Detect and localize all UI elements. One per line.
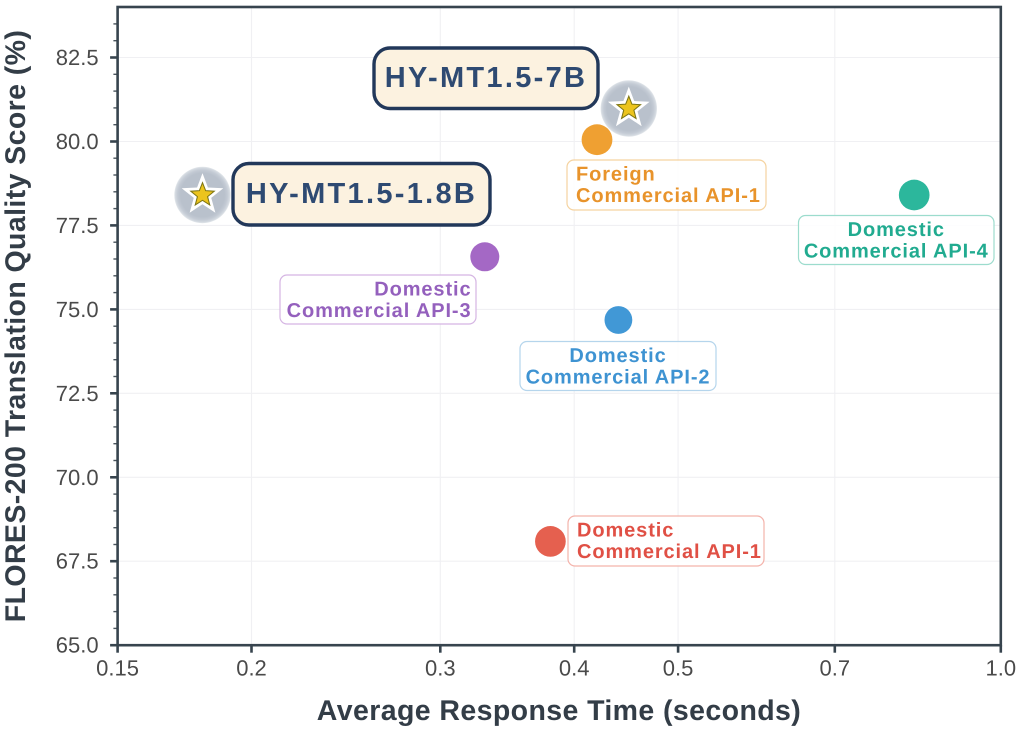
svg-text:HY-MT1.5-1.8B: HY-MT1.5-1.8B [246, 178, 477, 210]
svg-text:0.15: 0.15 [96, 656, 139, 681]
svg-text:Domestic: Domestic [577, 520, 674, 542]
svg-text:67.5: 67.5 [56, 549, 99, 574]
svg-text:0.4: 0.4 [559, 656, 590, 681]
svg-text:FLORES-200 Translation Quality: FLORES-200 Translation Quality Score (%) [0, 30, 32, 622]
svg-text:82.5: 82.5 [56, 45, 99, 70]
svg-text:80.0: 80.0 [56, 129, 99, 154]
svg-text:0.3: 0.3 [425, 656, 456, 681]
svg-text:0.7: 0.7 [820, 656, 851, 681]
svg-text:72.5: 72.5 [56, 381, 99, 406]
svg-text:0.5: 0.5 [663, 656, 694, 681]
svg-text:Foreign: Foreign [576, 164, 656, 186]
svg-text:Average Response Time (seconds: Average Response Time (seconds) [317, 695, 801, 727]
svg-text:1.0: 1.0 [986, 656, 1017, 681]
svg-text:77.5: 77.5 [56, 213, 99, 238]
svg-text:Commercial API-2: Commercial API-2 [526, 367, 711, 389]
svg-text:70.0: 70.0 [56, 465, 99, 490]
svg-text:Domestic: Domestic [374, 279, 471, 301]
svg-text:0.2: 0.2 [236, 656, 267, 681]
svg-text:Commercial API-3: Commercial API-3 [287, 300, 472, 322]
svg-text:Commercial API-4: Commercial API-4 [804, 241, 989, 263]
svg-text:65.0: 65.0 [56, 633, 99, 658]
svg-text:HY-MT1.5-7B: HY-MT1.5-7B [385, 62, 588, 94]
svg-text:Commercial API-1: Commercial API-1 [576, 185, 761, 207]
svg-text:Commercial API-1: Commercial API-1 [577, 541, 762, 563]
svg-text:Domestic: Domestic [848, 219, 945, 241]
svg-text:Domestic: Domestic [569, 345, 666, 367]
svg-text:75.0: 75.0 [56, 297, 99, 322]
